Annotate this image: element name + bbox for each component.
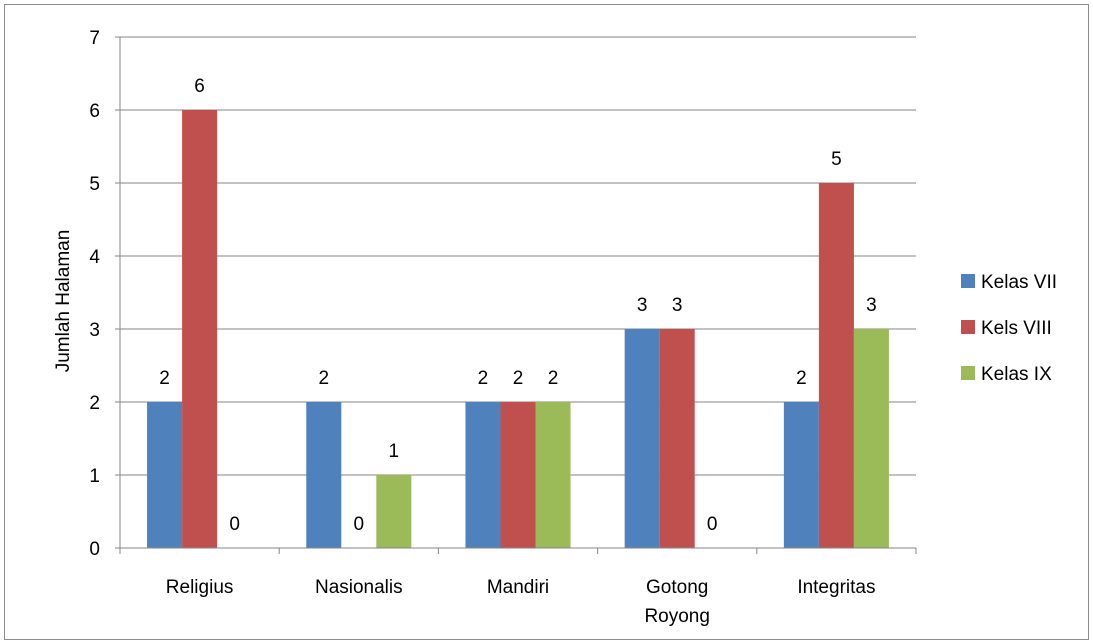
x-tick-label-line: Integritas [797, 577, 875, 598]
bar [659, 329, 695, 548]
x-tick-label-line: Royong [644, 606, 710, 627]
y-tick-label: 6 [89, 101, 100, 122]
x-tick-label-line: Gotong [646, 577, 708, 598]
legend-label: Kelas IX [981, 364, 1052, 385]
gridlines [120, 36, 916, 476]
legend-swatch [961, 366, 975, 380]
legend-swatch [961, 274, 975, 288]
y-tick-label: 0 [89, 539, 100, 560]
data-labels: 2 2 2 3 2 6 0 2 3 5 0 1 2 0 3 [159, 76, 876, 535]
data-label: 2 [796, 368, 807, 389]
bar [465, 402, 501, 548]
x-tick-label: Gotong Royong [644, 577, 710, 627]
bar [500, 402, 536, 548]
data-label: 0 [229, 514, 240, 535]
legend: Kelas VII Kels VIII Kelas IX [961, 272, 1057, 385]
x-tick-label-line: Nasionalis [315, 577, 403, 598]
y-tick-label: 2 [89, 393, 100, 414]
x-tick-label: Nasionalis [315, 577, 403, 598]
data-label: 0 [354, 514, 365, 535]
data-label: 2 [159, 368, 170, 389]
x-tick-label-line: Mandiri [487, 577, 549, 598]
data-label: 3 [672, 295, 683, 316]
data-label: 0 [707, 514, 718, 535]
y-tick-label: 3 [89, 320, 100, 341]
bar [783, 402, 819, 548]
axes: 0 1 2 3 4 5 6 7 Religius Nasionalis Mandiri Gotong R… [89, 28, 917, 627]
bar [147, 402, 183, 548]
data-label: 3 [637, 295, 648, 316]
bar [182, 110, 218, 548]
x-tick-label-line: Religius [166, 577, 234, 598]
legend-swatch [961, 320, 975, 334]
data-label: 6 [194, 76, 205, 97]
x-tick-label: Religius [166, 577, 234, 598]
bars [147, 110, 889, 548]
bar [535, 402, 571, 548]
legend-label: Kels VIII [981, 318, 1052, 339]
x-tick-label: Mandiri [487, 577, 549, 598]
x-tick-label: Integritas [797, 577, 875, 598]
bar [624, 329, 660, 548]
y-tick-label: 7 [89, 28, 100, 49]
y-tick-label: 1 [89, 466, 100, 487]
legend-label: Kelas VII [981, 272, 1057, 293]
data-label: 2 [548, 368, 559, 389]
bar [818, 183, 854, 548]
data-label: 2 [513, 368, 524, 389]
y-axis-title: Jumlah Halaman [53, 230, 74, 373]
bar [306, 402, 342, 548]
data-label: 2 [478, 368, 489, 389]
data-label: 5 [831, 149, 842, 170]
bar [376, 475, 412, 548]
y-tick-label: 5 [89, 174, 100, 195]
data-label: 3 [866, 295, 877, 316]
y-tick-label: 4 [89, 247, 100, 268]
data-label: 1 [389, 441, 400, 462]
data-label: 2 [318, 368, 329, 389]
bar [853, 329, 889, 548]
